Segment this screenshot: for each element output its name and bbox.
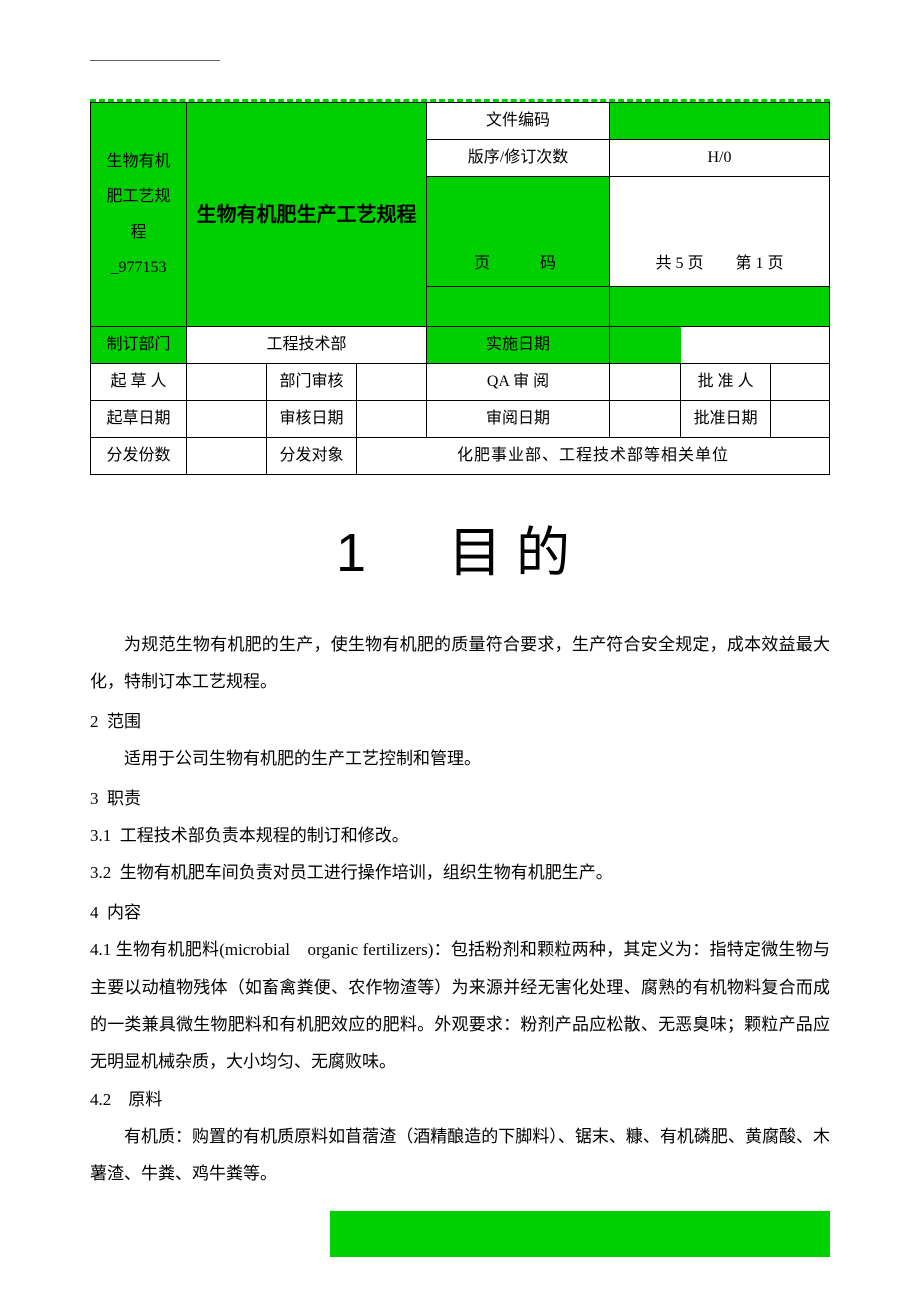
version-value: H/0 bbox=[610, 140, 830, 177]
empty-green-1 bbox=[427, 287, 610, 327]
section-2-heading: 2 范围 bbox=[90, 703, 830, 740]
version-label: 版序/修订次数 bbox=[427, 140, 610, 177]
section-4-heading: 4 内容 bbox=[90, 894, 830, 931]
review-date-value bbox=[357, 401, 427, 438]
copies-value bbox=[187, 438, 267, 475]
footer-green-block bbox=[330, 1211, 830, 1257]
section-4-1: 4.1 生物有机肥料(microbial organic fertilizers… bbox=[90, 931, 830, 1081]
readdate-value bbox=[610, 401, 681, 438]
readdate-label: 审阅日期 bbox=[427, 401, 610, 438]
distrib-target-value: 化肥事业部、工程技术部等相关单位 bbox=[357, 438, 830, 475]
approve-date-label: 批准日期 bbox=[681, 401, 771, 438]
main-title: 生物有机肥生产工艺规程 bbox=[197, 204, 417, 226]
section-1-heading: 1 目的 bbox=[90, 513, 830, 594]
empty-green-2 bbox=[610, 287, 830, 327]
approve-date-value bbox=[770, 401, 829, 438]
section-4-2-heading: 4.2 原料 bbox=[90, 1081, 830, 1118]
file-code-label: 文件编码 bbox=[427, 103, 610, 140]
page-value: 共 5 页 第 1 页 bbox=[610, 177, 830, 287]
side-title-l3: 程 bbox=[130, 224, 146, 241]
impl-date-green-ext bbox=[610, 327, 681, 364]
file-code-value bbox=[610, 103, 830, 140]
dept-review-label: 部门审核 bbox=[267, 364, 357, 401]
section-3-heading: 3 职责 bbox=[90, 780, 830, 817]
impl-date-value bbox=[681, 327, 830, 364]
drafter-value bbox=[187, 364, 267, 401]
approver-label: 批 准 人 bbox=[681, 364, 771, 401]
distrib-target-label: 分发对象 bbox=[267, 438, 357, 475]
side-title-cell: 生物有机 肥工艺规 程 _977153 bbox=[91, 103, 187, 327]
review-date-label: 审核日期 bbox=[267, 401, 357, 438]
section-2-body: 适用于公司生物有机肥的生产工艺控制和管理。 bbox=[90, 740, 830, 777]
dept-review-value bbox=[357, 364, 427, 401]
qa-review-label: QA 审 阅 bbox=[427, 364, 610, 401]
section-4-2-body: 有机质：购置的有机质原料如苜蓿渣（酒精酿造的下脚料）、锯末、糠、有机磷肥、黄腐酸… bbox=[90, 1118, 830, 1193]
page-label: 页 码 bbox=[427, 177, 610, 287]
section-1-body: 为规范生物有机肥的生产，使生物有机肥的质量符合要求，生产符合安全规定，成本效益最… bbox=[90, 626, 830, 701]
document-header-table: 生物有机 肥工艺规 程 _977153 生物有机肥生产工艺规程 文件编码 版序/… bbox=[90, 102, 830, 475]
draft-date-value bbox=[187, 401, 267, 438]
draft-date-label: 起草日期 bbox=[91, 401, 187, 438]
side-title-l4: _977153 bbox=[111, 259, 167, 276]
side-title-l2: 肥工艺规 bbox=[106, 188, 170, 205]
drafter-label: 起 草 人 bbox=[91, 364, 187, 401]
main-title-cell: 生物有机肥生产工艺规程 bbox=[187, 103, 427, 327]
side-title-l1: 生物有机 bbox=[106, 153, 170, 170]
approver-value bbox=[770, 364, 829, 401]
section-3-1: 3.1 工程技术部负责本规程的制订和修改。 bbox=[90, 817, 830, 854]
impl-date-label: 实施日期 bbox=[427, 327, 610, 364]
dept-label: 制订部门 bbox=[91, 327, 187, 364]
section-3-2: 3.2 生物有机肥车间负责对员工进行操作培训，组织生物有机肥生产。 bbox=[90, 854, 830, 891]
copies-label: 分发份数 bbox=[91, 438, 187, 475]
dept-value: 工程技术部 bbox=[187, 327, 427, 364]
qa-review-value bbox=[610, 364, 681, 401]
header-underline-mark bbox=[90, 60, 220, 61]
